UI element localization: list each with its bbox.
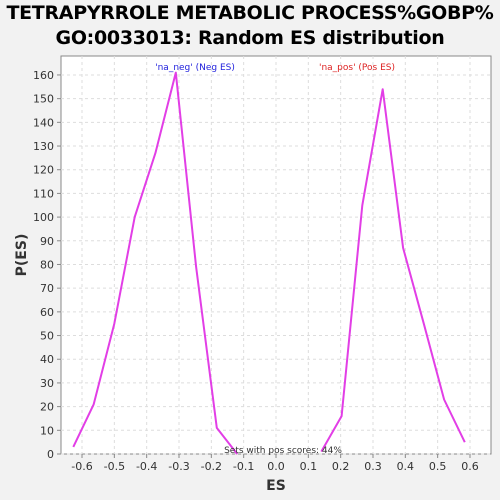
y-tick-label: 110: [33, 187, 54, 200]
x-tick-label: 0.4: [397, 460, 415, 473]
y-tick-label: 140: [33, 116, 54, 129]
y-tick-label: 10: [40, 424, 54, 437]
x-tick-label: 0.3: [364, 460, 382, 473]
x-tick-label: 0.6: [461, 460, 479, 473]
y-tick-label: 20: [40, 401, 54, 414]
x-tick-label: 0.2: [332, 460, 350, 473]
y-tick-label: 0: [47, 448, 54, 461]
y-tick-label: 40: [40, 353, 54, 366]
y-axis-ticks: 0 10 20 30 40 50 60 70 80 90 100 110 120 130 140 150 160: [33, 69, 61, 461]
x-tick-label: 0.1: [300, 460, 318, 473]
y-tick-label: 100: [33, 211, 54, 224]
y-tick-label: 30: [40, 377, 54, 390]
pos-scores-annotation: Sets with pos scores: 44%: [224, 446, 342, 456]
x-tick-label: -0.1: [233, 460, 254, 473]
y-tick-label: 70: [40, 282, 54, 295]
y-tick-label: 60: [40, 306, 54, 319]
y-tick-label: 50: [40, 330, 54, 343]
y-tick-label: 90: [40, 235, 54, 248]
y-tick-label: 80: [40, 258, 54, 271]
y-tick-label: 130: [33, 140, 54, 153]
series-lines: [72, 71, 466, 455]
x-tick-label: -0.2: [201, 460, 222, 473]
legend-pos-es: 'na_pos' (Pos ES): [319, 63, 395, 73]
y-tick-label: 120: [33, 164, 54, 177]
y-axis-label: P(ES): [14, 234, 30, 277]
neg-es-line: [72, 71, 238, 455]
x-tick-label: -0.4: [136, 460, 157, 473]
x-axis-label: ES: [266, 478, 286, 494]
x-tick-label: 0.0: [267, 460, 285, 473]
legend-neg-es: 'na_neg' (Neg ES): [155, 63, 235, 73]
x-tick-label: -0.3: [168, 460, 189, 473]
x-axis-ticks: -0.6 -0.5 -0.4 -0.3 -0.2 -0.1 0.0 0.1 0.2 0.3 0.4 0…: [71, 454, 479, 473]
x-tick-label: -0.5: [104, 460, 125, 473]
chart-title-line1: TETRAPYRROLE METABOLIC PROCESS%GOBP%: [6, 2, 494, 24]
chart-title-line2: GO:0033013: Random ES distribution: [55, 27, 445, 49]
y-tick-label: 150: [33, 93, 54, 106]
pos-es-line: [320, 88, 466, 453]
y-tick-label: 160: [33, 69, 54, 82]
x-tick-label: 0.5: [429, 460, 447, 473]
x-tick-label: -0.6: [71, 460, 92, 473]
